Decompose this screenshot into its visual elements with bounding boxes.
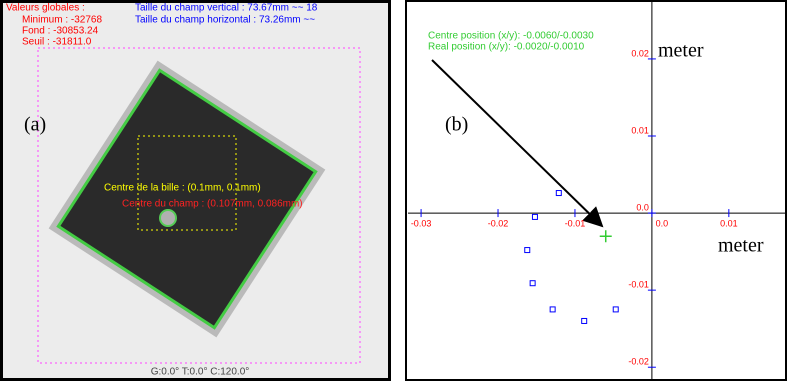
info: Seuil : -31811.0: [22, 37, 92, 48]
x-tick-label: -0.01: [565, 218, 586, 228]
x-axis-label: meter: [718, 235, 764, 257]
info: Fond : -30853.24: [22, 26, 99, 37]
x-tick-label: -0.02: [488, 218, 509, 228]
page: {"panel_a": {"label": "(a)", "lines_left…: [0, 0, 787, 381]
annotation: Centre position (x/y): -0.0060/-0.0030: [428, 31, 594, 42]
y-tick-label: 0.0: [636, 202, 649, 212]
info: Taille du champ horizontal : 73.26mm ~~: [135, 15, 315, 26]
x-tick-label: 0.0: [656, 218, 669, 228]
panel-b-border: [406, 1, 786, 380]
info: Taille du champ vertical : 73.67mm ~~ 18: [135, 3, 318, 14]
angles: G:0.0° T:0.0° C:120.0°: [151, 367, 250, 378]
y-axis-label: meter: [658, 40, 704, 62]
panel-label: (a): [24, 114, 46, 136]
y-tick-label: 0.01: [631, 125, 649, 135]
y-tick-label: -0.01: [628, 280, 649, 290]
y-tick-label: -0.02: [628, 357, 649, 367]
info: Minimum : -32768: [22, 15, 102, 26]
annotation: Real position (x/y): -0.0020/-0.0010: [428, 42, 585, 53]
field-centre: Centre du champ : (0.107mm, 0.086mm): [122, 199, 303, 210]
y-tick-label: 0.02: [631, 48, 649, 58]
x-tick-label: 0.01: [720, 218, 738, 228]
ball: [160, 210, 176, 226]
x-tick-label: -0.03: [411, 218, 432, 228]
info: Valeurs globales :: [6, 3, 85, 14]
panel-label: (b): [445, 114, 468, 136]
figure: Valeurs globales : Minimum : -32768 Fond…: [0, 0, 787, 381]
ball-centre: Centre de la bille : (0.1mm, 0.1mm): [104, 183, 261, 194]
panel-a: Valeurs globales : Minimum : -32768 Fond…: [0, 0, 392, 381]
